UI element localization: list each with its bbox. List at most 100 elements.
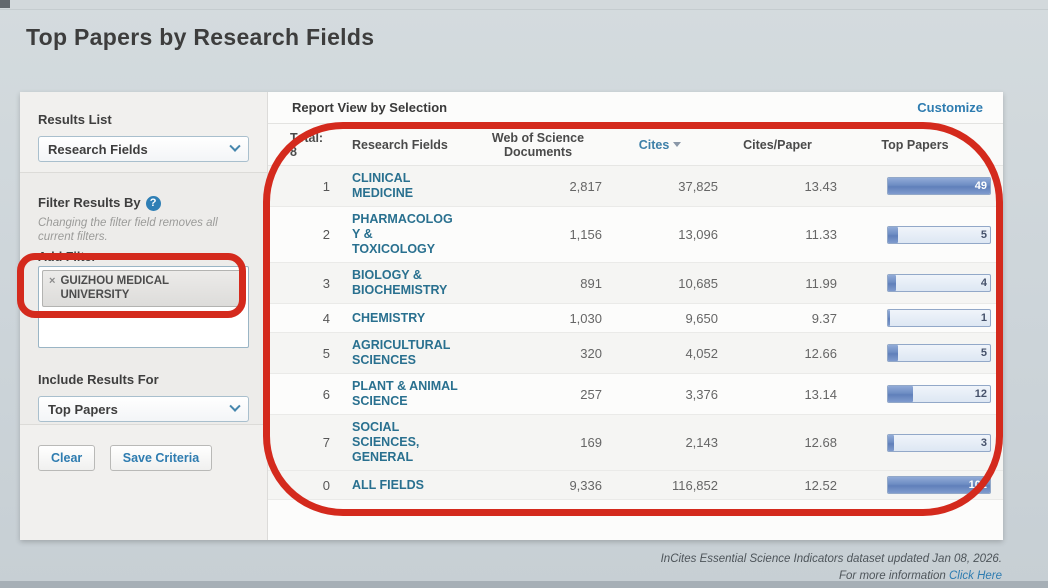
results-list-dropdown[interactable]: Research Fields xyxy=(38,136,249,162)
results-list-section: Results List Research Fields xyxy=(20,92,267,172)
row-rank: 3 xyxy=(322,275,330,291)
bar-fill xyxy=(888,477,990,493)
cites-value: 4,052 xyxy=(685,345,718,361)
cites-per-paper-value: 12.66 xyxy=(804,345,837,361)
wos-documents-value: 891 xyxy=(580,275,602,291)
page-title: Top Papers by Research Fields xyxy=(26,24,375,50)
wos-documents-value: 9,336 xyxy=(569,477,602,493)
cites-value: 2,143 xyxy=(685,435,718,450)
field-link[interactable]: PLANT & ANIMAL SCIENCE xyxy=(352,379,458,408)
top-papers-cell: 3 xyxy=(837,433,993,452)
top-papers-value: 3 xyxy=(980,436,987,449)
top-papers-cell: 1 xyxy=(837,309,993,327)
cites-per-paper-value: 12.52 xyxy=(804,477,837,493)
row-rank: 6 xyxy=(322,386,330,402)
top-papers-cell: 12 xyxy=(837,385,993,403)
bar-fill xyxy=(888,434,895,451)
cites-per-paper-value: 9.37 xyxy=(811,310,837,326)
field-link[interactable]: BIOLOGY & BIOCHEMISTRY xyxy=(352,268,448,297)
field-link[interactable]: PHARMACOLOG Y & TOXICOLOGY xyxy=(352,212,453,256)
field-link[interactable]: CLINICAL MEDICINE xyxy=(352,171,414,200)
cites-per-paper-value: 12.68 xyxy=(804,435,837,450)
cites-value: 37,825 xyxy=(678,178,718,194)
results-list-value: Research Fields xyxy=(48,141,148,157)
top-papers-value: 102 xyxy=(968,479,987,491)
bar-fill xyxy=(888,386,913,402)
clear-button[interactable]: Clear xyxy=(38,445,96,471)
top-papers-value: 5 xyxy=(980,228,987,241)
cites-per-paper-value: 11.99 xyxy=(805,275,837,291)
wos-documents-value: 257 xyxy=(580,386,602,402)
cites-value: 13,096 xyxy=(678,227,718,242)
filters-sidebar: Results List Research Fields Filter Resu… xyxy=(20,92,268,540)
field-link[interactable]: SOCIAL SCIENCES, GENERAL xyxy=(352,420,420,464)
include-results-label: Include Results For xyxy=(38,372,159,388)
filter-input-box[interactable]: × GUIZHOU MEDICAL UNIVERSITY xyxy=(38,266,249,349)
column-header-research-fields[interactable]: Research Fields xyxy=(352,137,448,152)
field-link[interactable]: CHEMISTRY xyxy=(352,310,426,325)
total-header: Total: 8 xyxy=(290,130,324,159)
include-results-value: Top Papers xyxy=(48,401,118,417)
top-papers-value: 49 xyxy=(974,180,987,192)
top-papers-value: 4 xyxy=(980,277,987,289)
table-row: 2 PHARMACOLOG Y & TOXICOLOGY 1,156 13,09… xyxy=(268,207,1003,263)
top-papers-cell: 5 xyxy=(837,225,993,244)
filter-results-by-label: Filter Results By? xyxy=(38,195,249,212)
cites-value: 10,685 xyxy=(678,275,718,291)
top-papers-bar[interactable]: 3 xyxy=(887,433,991,452)
bar-fill xyxy=(888,178,990,194)
column-header-cites[interactable]: Cites xyxy=(602,138,718,152)
chevron-down-icon xyxy=(229,140,241,152)
top-papers-bar[interactable]: 5 xyxy=(887,344,991,362)
top-papers-cell: 5 xyxy=(837,344,993,362)
row-rank: 4 xyxy=(322,310,330,326)
table-header-row: Total: 8 Research Fields Web of Science … xyxy=(268,124,1003,166)
column-header-cites-per-paper[interactable]: Cites/Paper xyxy=(743,137,812,152)
window-top-edge xyxy=(0,0,1048,10)
table-row: 6 PLANT & ANIMAL SCIENCE 257 3,376 13.14… xyxy=(268,374,1003,415)
top-papers-bar[interactable]: 49 xyxy=(887,177,991,195)
report-main: Report View by Selection Customize Total… xyxy=(268,92,1003,540)
field-link[interactable]: AGRICULTURAL SCIENCES xyxy=(352,338,451,367)
table-row: 1 CLINICAL MEDICINE 2,817 37,825 13.43 4… xyxy=(268,166,1003,207)
report-panel: Results List Research Fields Filter Resu… xyxy=(20,92,1003,540)
top-papers-cell: 102 xyxy=(837,476,993,494)
sidebar-actions: Clear Save Criteria xyxy=(20,425,267,471)
cites-value: 116,852 xyxy=(671,477,718,493)
top-papers-value: 12 xyxy=(974,388,987,400)
top-papers-bar[interactable]: 102 xyxy=(887,476,991,494)
bar-fill xyxy=(888,275,897,291)
save-criteria-button[interactable]: Save Criteria xyxy=(109,445,213,471)
bar-fill xyxy=(888,226,899,243)
remove-filter-icon[interactable]: × xyxy=(49,275,56,288)
top-papers-bar[interactable]: 1 xyxy=(887,309,991,327)
top-papers-bar[interactable]: 12 xyxy=(887,385,991,403)
help-icon[interactable]: ? xyxy=(145,196,161,212)
top-papers-cell: 4 xyxy=(837,274,993,292)
chevron-down-icon xyxy=(229,400,241,412)
filter-results-section: Filter Results By? Changing the filter f… xyxy=(20,172,267,425)
include-results-dropdown[interactable]: Top Papers xyxy=(38,396,249,423)
column-header-wos-documents[interactable]: Web of Science Documents xyxy=(491,130,585,159)
top-papers-bar[interactable]: 4 xyxy=(887,274,991,292)
row-rank: 1 xyxy=(322,178,330,194)
wos-documents-value: 2,817 xyxy=(569,178,602,194)
column-header-top-papers[interactable]: Top Papers xyxy=(881,137,949,152)
filter-tag[interactable]: × GUIZHOU MEDICAL UNIVERSITY xyxy=(42,270,245,307)
table-row: 3 BIOLOGY & BIOCHEMISTRY 891 10,685 11.9… xyxy=(268,263,1003,304)
row-rank: 0 xyxy=(322,477,330,493)
top-papers-value: 1 xyxy=(980,312,987,324)
report-view-label: Report View by Selection xyxy=(292,100,448,115)
window-bottom-edge xyxy=(0,581,1048,588)
customize-link[interactable]: Customize xyxy=(917,100,983,115)
cites-per-paper-value: 13.43 xyxy=(804,178,837,194)
bar-fill xyxy=(888,345,899,361)
corner-notch xyxy=(0,0,10,8)
row-rank: 2 xyxy=(322,227,330,242)
field-link[interactable]: ALL FIELDS xyxy=(352,477,424,492)
top-papers-bar[interactable]: 5 xyxy=(887,225,991,244)
row-rank: 7 xyxy=(322,435,330,450)
wos-documents-value: 169 xyxy=(580,435,602,450)
click-here-link[interactable]: Click Here xyxy=(948,569,1002,582)
wos-documents-value: 1,156 xyxy=(569,227,602,242)
